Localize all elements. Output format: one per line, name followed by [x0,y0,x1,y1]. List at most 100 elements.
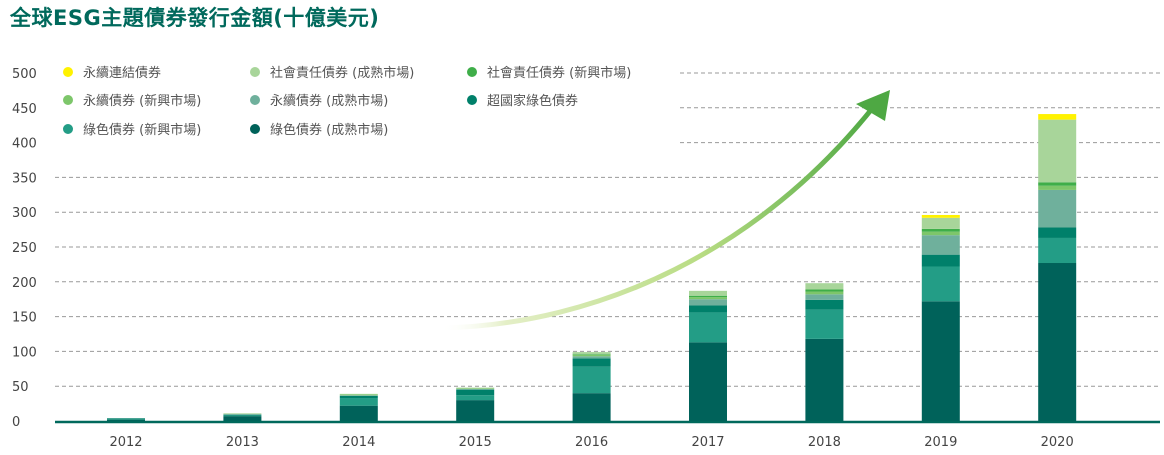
x-tick-label: 2012 [109,435,142,450]
bar-segment [107,419,145,421]
bar-segment [456,387,495,389]
legend-label: 超國家綠色債券 [487,93,578,109]
y-tick-label: 500 [12,67,37,82]
bar-segment [921,217,960,229]
x-tick-label: 2015 [459,435,492,450]
bar-segment [689,299,727,306]
bar-segment [572,393,611,421]
bar-segment [1038,263,1077,421]
chart-title: 全球ESG主題債券發行金額(十億美元) [10,6,380,30]
legend-item: 綠色債券 (新興市場) [63,122,201,138]
x-tick-label: 2018 [808,435,841,450]
bar-segment [339,395,378,396]
legend-label: 永續債券 (成熟市場) [270,93,388,109]
legend-item: 綠色債券 (成熟市場) [250,122,388,138]
bar-segment [689,295,727,298]
bar-segment [572,352,611,355]
x-tick-label: 2016 [575,435,608,450]
bar-segment [572,356,611,359]
bar-segment [339,398,378,406]
legend-marker [250,95,260,105]
y-tick-label: 50 [12,380,29,395]
x-tick-label: 2013 [226,435,259,450]
bar-segment [107,418,145,419]
bar-segment [223,414,262,416]
bar-segment [921,235,960,255]
legend-label: 社會責任債券 (新興市場) [487,65,631,81]
x-tick-label: 2014 [342,435,375,450]
y-tick-label: 100 [12,345,37,360]
bar-segment [456,389,495,396]
gridlines [55,72,1160,387]
legend-marker [63,124,73,134]
legend-item: 永續連結債券 [63,65,161,81]
bar-segment [572,354,611,355]
y-axis-ticks: 0 50 100 150 200 250 300 350 400 450 500 [12,67,37,430]
bar-segment [456,388,495,390]
y-tick-label: 300 [12,206,37,221]
bar-segment [805,294,844,300]
bar-segment [1038,189,1077,228]
bar-segment [339,393,378,395]
bar-segment [223,416,262,421]
legend-item: 社會責任債券 (成熟市場) [250,65,414,81]
bar-segment [689,297,727,300]
y-tick-label: 200 [12,276,37,291]
y-tick-label: 400 [12,137,37,152]
legend-marker [63,95,73,105]
y-tick-label: 0 [12,415,20,430]
y-tick-label: 150 [12,311,37,326]
bar-segment [1038,182,1077,186]
legend-item: 永續債券 (新興市場) [63,93,201,109]
bar-segment [921,231,960,236]
legend-marker [467,95,477,105]
legend-item: 永續債券 (成熟市場) [250,93,388,109]
x-tick-label: 2020 [1041,435,1074,450]
bar-segment [339,395,378,399]
legend-label: 社會責任債券 (成熟市場) [270,65,414,81]
bars [107,114,1077,421]
x-tick-label: 2019 [924,435,957,450]
bar-segment [921,254,960,267]
x-axis-ticks: 2012 2013 2014 2015 2016 2017 2018 2019 2020 [109,435,1073,450]
bar-segment [805,309,844,339]
bar-segment [689,342,727,421]
bar-segment [223,415,262,417]
bar-segment [921,228,960,232]
bar-segment [339,394,378,396]
bar-segment [689,312,727,343]
y-tick-label: 450 [12,102,37,117]
bar-segment [1038,114,1077,120]
bar-segment [456,388,495,389]
legend-label: 綠色債券 (新興市場) [83,122,201,138]
y-tick-label: 250 [12,241,37,256]
bar-segment [223,414,262,415]
bar-segment [1038,119,1077,183]
legend-marker [63,67,73,77]
bar-segment [107,418,145,420]
legend: 永續連結債券 社會責任債券 (成熟市場) 社會責任債券 (新興市場) 永續債券 (新興… [63,65,631,138]
legend-item: 社會責任債券 (新興市場) [467,65,631,81]
legend-marker [250,67,260,77]
legend-label: 綠色債券 (成熟市場) [270,122,388,138]
bar-segment [1038,227,1077,238]
bar-segment [805,299,844,310]
legend-label: 永續債券 (新興市場) [83,93,201,109]
legend-item: 超國家綠色債券 [467,93,578,109]
y-tick-label: 350 [12,171,37,186]
bar-segment [339,405,378,421]
bar-segment [805,289,844,292]
trend-arrow [437,90,890,331]
legend-marker [250,124,260,134]
bar-segment [572,354,611,357]
bar-segment [805,283,844,290]
bar-segment [456,400,495,421]
bar-segment [805,338,844,421]
bar-segment [223,413,262,415]
bar-segment [1038,237,1077,264]
legend-marker [467,67,477,77]
bar-segment [572,366,611,394]
bar-segment [921,266,960,302]
legend-label: 永續連結債券 [83,65,161,81]
